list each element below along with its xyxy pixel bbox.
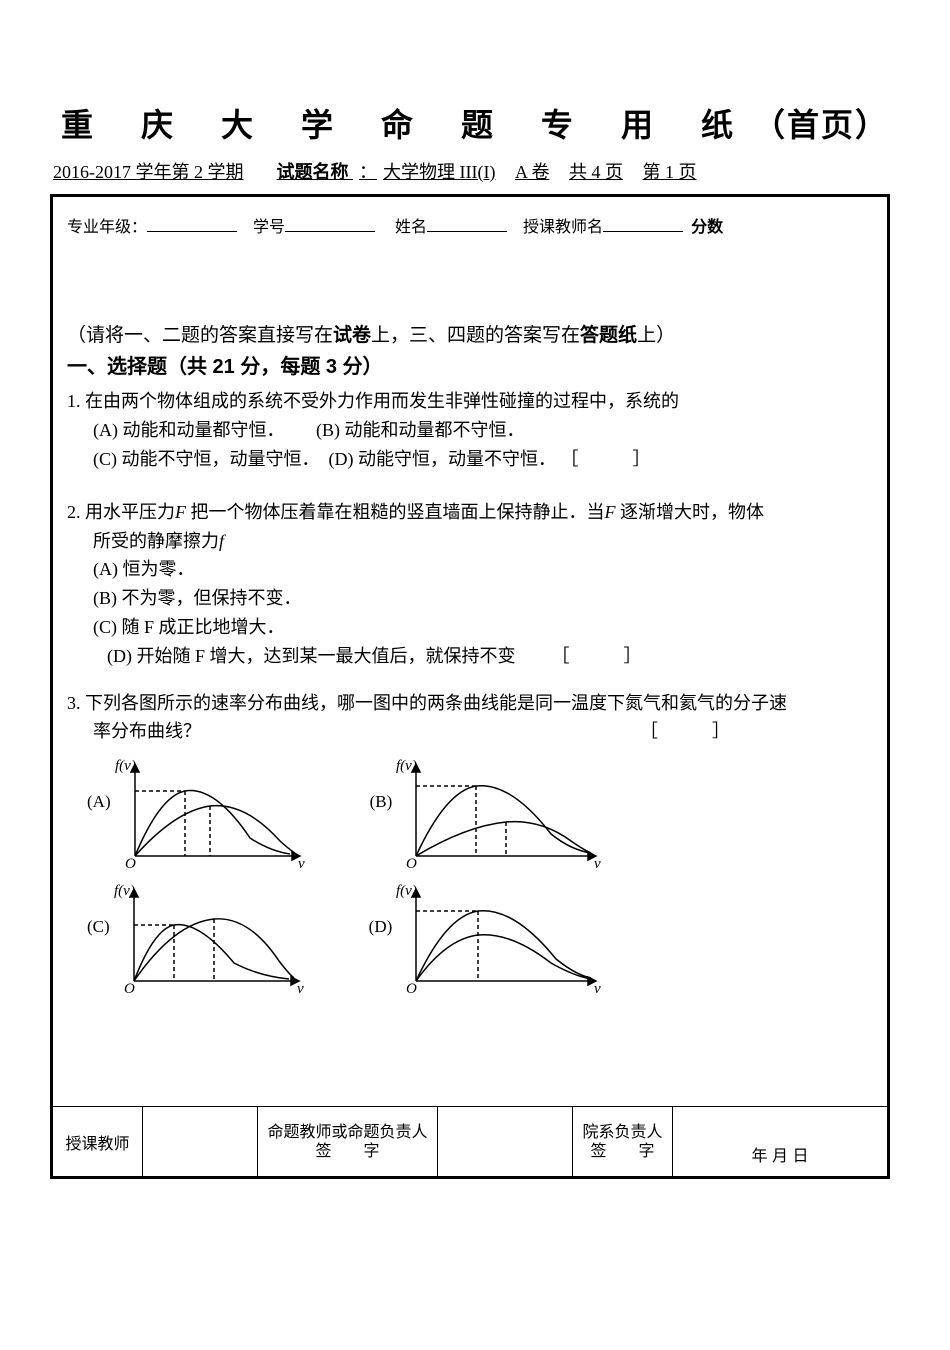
q3-stem-row2: 率分布曲线？ ［ ］ [67,717,873,746]
header-line-1: 2016-2017 学年第 2 学期 试题名称 ：大学物理 III(I) A 卷… [50,156,900,188]
page-title: 重 庆 大 学 命 题 专 用 纸（首页） [50,100,900,146]
svg-text:O: O [124,981,135,996]
section-1-title: 一、选择题（共 21 分，每题 3 分） [67,351,873,383]
header-fields: 专业年级： 学号 姓名 授课教师名 分数 [67,215,873,241]
instructions: （请将一、二题的答案直接写在试卷上，三、四题的答案写在答题纸上） [67,321,873,351]
q1-bracket[interactable]: ［ ］ [561,449,651,469]
signature-row: 授课教师 命题教师或命题负责人 签 字 院系负责人 签 字 年 月 日 [53,1107,887,1177]
var-f: f [219,531,224,551]
chart-B: f(v) v O [396,756,606,871]
q2-D: (D) 开始随 F 增大，达到某一最大值后，就保持不变 [107,646,516,666]
title-main: 重 庆 大 学 命 题 专 用 纸 [61,107,753,143]
q1-row2: (C) 动能不守恒，动量守恒． (D) 动能守恒，动量不守恒． ［ ］ [67,445,873,474]
q1-C: (C) 动能不守恒，动量守恒． [93,449,320,469]
question-3: 3. 下列各图所示的速率分布曲线，哪一图中的两条曲线能是同一温度下氮气和氦气的分… [67,689,873,997]
signature-table: 授课教师 命题教师或命题负责人 签 字 院系负责人 签 字 年 月 日 [53,1106,887,1176]
q2-stem: 2. 用水平压力F 把一个物体压着靠在粗糙的竖直墙面上保持静止．当F 逐渐增大时… [67,498,873,527]
major-blank[interactable] [147,215,237,232]
q2-B: (B) 不为零，但保持不变． [67,584,873,613]
var-F-2: F [605,502,616,522]
label-B: (B) [370,788,393,839]
q3-bracket[interactable]: ［ ］ [640,721,730,741]
svg-text:v: v [297,981,304,996]
label-D: (D) [369,913,393,964]
id-blank[interactable] [285,215,375,232]
q2-D-row: (D) 开始随 F 增大，达到某一最大值后，就保持不变 ［ ］ [67,642,873,671]
footer-date[interactable]: 年 月 日 [673,1107,888,1177]
footer-proposer-sign[interactable] [438,1107,573,1177]
paper: A 卷 [512,162,553,182]
graph-A: (A) f(v) v [87,756,310,871]
graph-B: (B) f(v) v [370,756,607,871]
major-label: 专业年级： [67,219,147,236]
score-label: 分数 [691,219,723,236]
question-1: 1. 在由两个物体组成的系统不受外力作用而发生非弹性碰撞的过程中，系统的 (A)… [67,387,873,473]
q1-stem: 1. 在由两个物体组成的系统不受外力作用而发生非弹性碰撞的过程中，系统的 [67,387,873,416]
id-label: 学号 [253,219,285,236]
graph-row-2: (C) f(v) v [87,881,873,996]
q1-B: (B) 动能和动量都不守恒． [316,420,525,440]
svg-text:f(v): f(v) [396,758,417,774]
name-blank[interactable] [427,215,507,232]
footer-proposer-label: 命题教师或命题负责人 签 字 [258,1107,438,1177]
q1-A: (A) 动能和动量都守恒． [93,420,285,440]
pages-total: 共 4 页 [566,162,626,182]
svg-text:f(v): f(v) [396,883,417,899]
teacher-label: 授课教师名 [523,219,603,236]
svg-text:O: O [406,856,417,871]
graph-C: (C) f(v) v [87,881,309,996]
chart-A: f(v) v O [115,756,310,871]
footer-teacher-label: 授课教师 [53,1107,143,1177]
svg-text:f(v): f(v) [114,883,135,899]
footer-dept-label: 院系负责人 签 字 [573,1107,673,1177]
q3-stem2: 率分布曲线？ [93,721,201,741]
graph-row-1: (A) f(v) v [87,756,873,871]
title-paren: （首页） [753,107,889,143]
label-A: (A) [87,788,111,839]
colon: ： [356,162,380,182]
var-F: F [175,502,186,522]
footer-teacher-sign[interactable] [143,1107,258,1177]
label-C: (C) [87,913,110,964]
graph-D: (D) f(v) v O [369,881,607,996]
chart-C: f(v) v O [114,881,309,996]
svg-text:v: v [298,856,305,871]
q2-C: (C) 随 F 成正比地增大． [67,613,873,642]
page-no: 第 1 页 [639,162,699,182]
chart-D: f(v) v O [396,881,606,996]
content-frame: 专业年级： 学号 姓名 授课教师名 分数 （请将一、二题的答案直接写在试卷上，三… [50,194,890,1179]
svg-text:f(v): f(v) [115,758,136,774]
q1-D: (D) 动能守恒，动量不守恒． [329,449,557,469]
name-label: 姓名 [395,219,427,236]
q2-stem-cont: 所受的静摩擦力f [67,527,873,556]
svg-text:v: v [594,856,601,871]
term: 2016-2017 学年第 2 学期 [50,162,247,182]
q2-A: (A) 恒为零． [67,555,873,584]
svg-text:O: O [406,981,417,996]
teacher-blank[interactable] [603,215,683,232]
exam-page: 重 庆 大 学 命 题 专 用 纸（首页） 2016-2017 学年第 2 学期… [0,0,950,1350]
question-2: 2. 用水平压力F 把一个物体压着靠在粗糙的竖直墙面上保持静止．当F 逐渐增大时… [67,498,873,671]
q3-stem: 3. 下列各图所示的速率分布曲线，哪一图中的两条曲线能是同一温度下氮气和氦气的分… [67,689,873,718]
q2-bracket[interactable]: ［ ］ [552,646,642,666]
exam-name: 大学物理 III(I) [380,162,498,182]
q1-row1: (A) 动能和动量都守恒． (B) 动能和动量都不守恒． [67,416,873,445]
exam-label: 试题名称 [274,162,357,182]
content-area: 专业年级： 学号 姓名 授课教师名 分数 （请将一、二题的答案直接写在试卷上，三… [53,197,887,1077]
svg-text:O: O [125,856,136,871]
svg-text:v: v [594,981,601,996]
